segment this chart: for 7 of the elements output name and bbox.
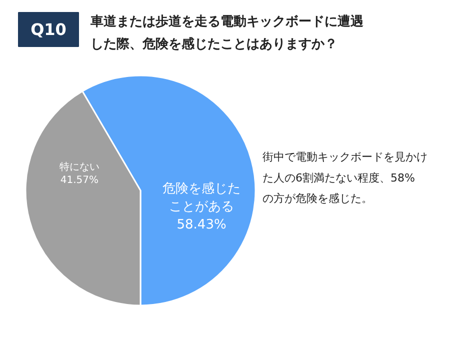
slice-label: 危険を感じたことがある — [162, 182, 241, 215]
text: 街中で電動キックボードを見かけた人の6割満たない程度、58%の方が危険を感じた。 — [262, 150, 428, 206]
chart-subtitle: 車道または歩道を走る電動キックボードに遭遇した際、危険を感じたことはありますか？ — [90, 14, 364, 52]
data-label: 58.43% — [176, 218, 226, 233]
chart-title: Q10 — [30, 20, 66, 39]
data-label: 41.57% — [60, 175, 99, 186]
slice-label: 特にない — [59, 160, 100, 173]
